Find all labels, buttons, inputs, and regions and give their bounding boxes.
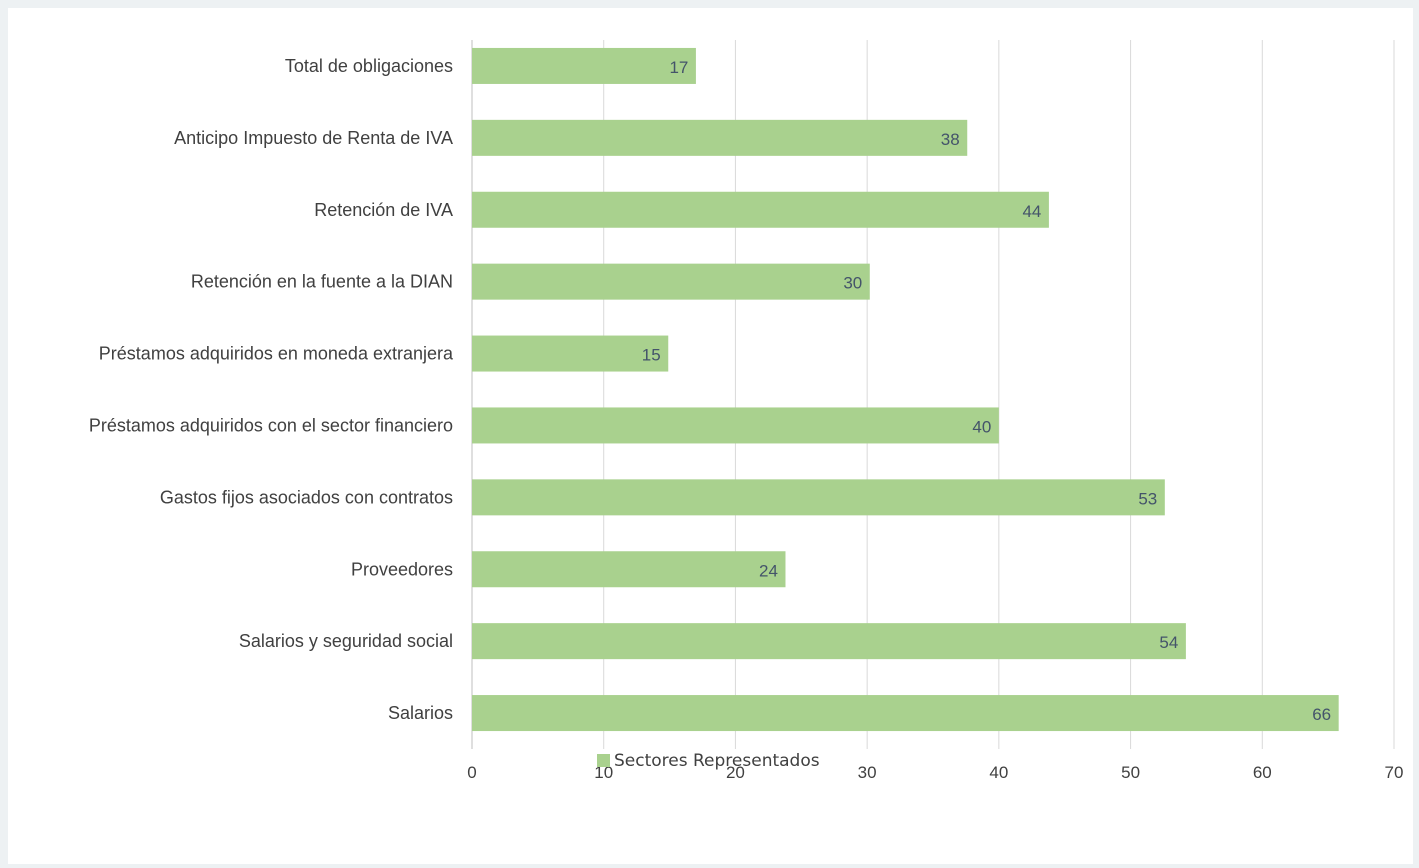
data-labels: 17 38 44 30 15 40 53 24 54 66 [642, 58, 1331, 724]
category-label: Total de obligaciones [285, 56, 453, 76]
category-label: Salarios y seguridad social [239, 631, 453, 651]
data-label: 15 [642, 346, 661, 365]
category-label: Retención de IVA [314, 200, 453, 220]
bar [472, 47, 696, 84]
bar-chart: Total de obligaciones Anticipo Impuesto d… [89, 40, 1403, 782]
category-label: Anticipo Impuesto de Renta de IVA [174, 128, 453, 148]
x-tick-label-50: 50 [1121, 763, 1140, 782]
x-tick-label-20: 20 [726, 763, 745, 782]
legend-label: Sectores Representados [614, 751, 820, 771]
x-tick-label-40: 40 [989, 763, 1008, 782]
x-axis-ticks: 0 10 20 30 40 50 60 70 [467, 763, 1403, 782]
category-label: Préstamos adquiridos en moneda extranjer… [99, 344, 454, 364]
bar [472, 335, 669, 372]
x-tick-label-70: 70 [1385, 763, 1404, 782]
category-label: Proveedores [351, 559, 453, 579]
bar [472, 551, 786, 588]
legend-swatch [597, 754, 610, 767]
gridlines [471, 40, 1395, 749]
legend: Sectores Representados [597, 751, 820, 771]
bar [472, 623, 1186, 660]
x-tick-label-0: 0 [467, 763, 476, 782]
x-tick-label-60: 60 [1253, 763, 1272, 782]
category-label: Salarios [388, 703, 453, 723]
bar [472, 191, 1049, 228]
x-tick-label-10: 10 [594, 763, 613, 782]
data-label: 40 [972, 417, 991, 436]
data-label: 44 [1022, 202, 1041, 221]
category-labels: Total de obligaciones Anticipo Impuesto d… [89, 56, 454, 723]
bar [472, 263, 870, 300]
data-label: 17 [669, 58, 688, 77]
data-label: 30 [843, 274, 862, 293]
data-label: 66 [1312, 705, 1331, 724]
bar [472, 407, 999, 444]
category-label: Gastos fijos asociados con contratos [160, 487, 453, 507]
data-label: 54 [1159, 633, 1178, 652]
bar [472, 119, 968, 156]
category-label: Préstamos adquiridos con el sector finan… [89, 415, 453, 435]
bar [472, 479, 1165, 516]
bars [472, 47, 1339, 732]
chart-card: Total de obligaciones Anticipo Impuesto d… [8, 8, 1413, 864]
data-label: 38 [941, 130, 960, 149]
data-label: 24 [759, 561, 778, 580]
data-label: 53 [1138, 489, 1157, 508]
category-label: Retención en la fuente a la DIAN [191, 272, 453, 292]
x-tick-label-30: 30 [858, 763, 877, 782]
bar [472, 695, 1339, 732]
